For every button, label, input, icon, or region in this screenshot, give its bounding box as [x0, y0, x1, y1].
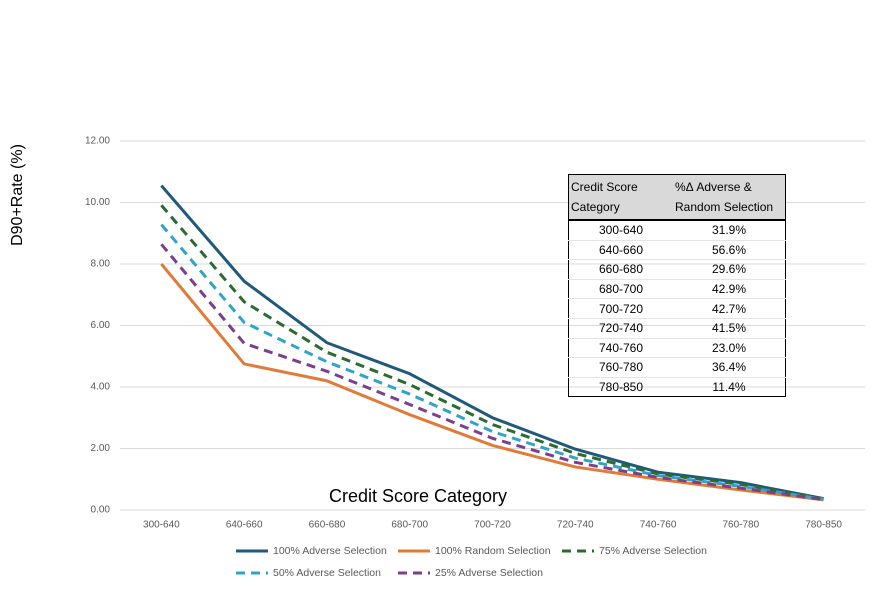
table-cell: 23.0%: [673, 337, 786, 358]
x-tick-label: 780-850: [805, 520, 842, 531]
x-tick-label: 720-740: [557, 520, 594, 531]
series-line: [160, 223, 824, 501]
table-row: 780-850 11.4%: [568, 376, 786, 397]
x-tick-label: 680-700: [391, 520, 428, 531]
table-row: 760-780 36.4%: [568, 357, 786, 378]
series-line: [160, 263, 824, 502]
table-cell: 740-760: [568, 337, 673, 358]
table-cell: 42.9%: [673, 278, 786, 299]
y-tick-label: 10.00: [85, 197, 110, 208]
x-tick-label: 700-720: [474, 520, 511, 531]
series-line: [160, 204, 824, 501]
series-line: [160, 243, 824, 502]
table-row: 700-720 42.7%: [568, 298, 786, 319]
table-cell: 720-740: [568, 317, 673, 339]
legend-label: 25% Adverse Selection: [435, 567, 543, 579]
table-header: %Δ Adverse & Random Selection: [673, 174, 786, 221]
table-cell: 300-640: [568, 219, 673, 241]
table-cell: 56.6%: [673, 239, 786, 260]
x-tick-label: 760-780: [722, 520, 759, 531]
data-table: Credit Score Category %Δ Adverse & Random…: [568, 174, 786, 398]
legend-label: 75% Adverse Selection: [599, 545, 707, 557]
x-tick-label: 660-680: [309, 520, 346, 531]
legend-label: 100% Random Selection: [435, 545, 551, 557]
y-axis-label: D90+Rate (%): [9, 144, 26, 246]
table-row: 720-740 41.5%: [568, 317, 786, 339]
table-cell: 36.4%: [673, 357, 786, 378]
x-tick-label: 640-660: [226, 520, 263, 531]
table-cell: 760-780: [568, 357, 673, 378]
y-tick-label: 0.00: [91, 505, 111, 516]
y-tick-label: 8.00: [91, 259, 111, 270]
x-tick-label: 740-760: [640, 520, 677, 531]
table-cell: 660-680: [568, 259, 673, 280]
table-row: 680-700 42.9%: [568, 278, 786, 299]
table-cell: 11.4%: [673, 376, 786, 397]
table-cell: 700-720: [568, 298, 673, 319]
x-axis-label: Credit Score Category: [329, 486, 507, 506]
table-row: 660-680 29.6%: [568, 259, 786, 280]
table-cell: 41.5%: [673, 317, 786, 339]
table-cell: 42.7%: [673, 298, 786, 319]
y-tick-label: 12.00: [85, 136, 110, 147]
table-row: 640-660 56.6%: [568, 239, 786, 260]
legend-label: 100% Adverse Selection: [273, 545, 387, 557]
legend-label: 50% Adverse Selection: [273, 567, 381, 579]
table-header: Credit Score Category: [568, 174, 673, 221]
table-row: 740-760 23.0%: [568, 337, 786, 358]
table-row: 300-640 31.9%: [568, 219, 786, 241]
y-tick-label: 4.00: [91, 382, 111, 393]
table-cell: 29.6%: [673, 259, 786, 280]
table-cell: 31.9%: [673, 219, 786, 241]
table-cell: 780-850: [568, 376, 673, 397]
y-tick-label: 2.00: [91, 443, 111, 454]
x-tick-label: 300-640: [143, 520, 180, 531]
table-header-row: Credit Score Category %Δ Adverse & Random…: [568, 174, 786, 221]
y-tick-label: 6.00: [91, 320, 111, 331]
table-cell: 640-660: [568, 239, 673, 260]
table-cell: 680-700: [568, 278, 673, 299]
series-line: [160, 184, 824, 501]
